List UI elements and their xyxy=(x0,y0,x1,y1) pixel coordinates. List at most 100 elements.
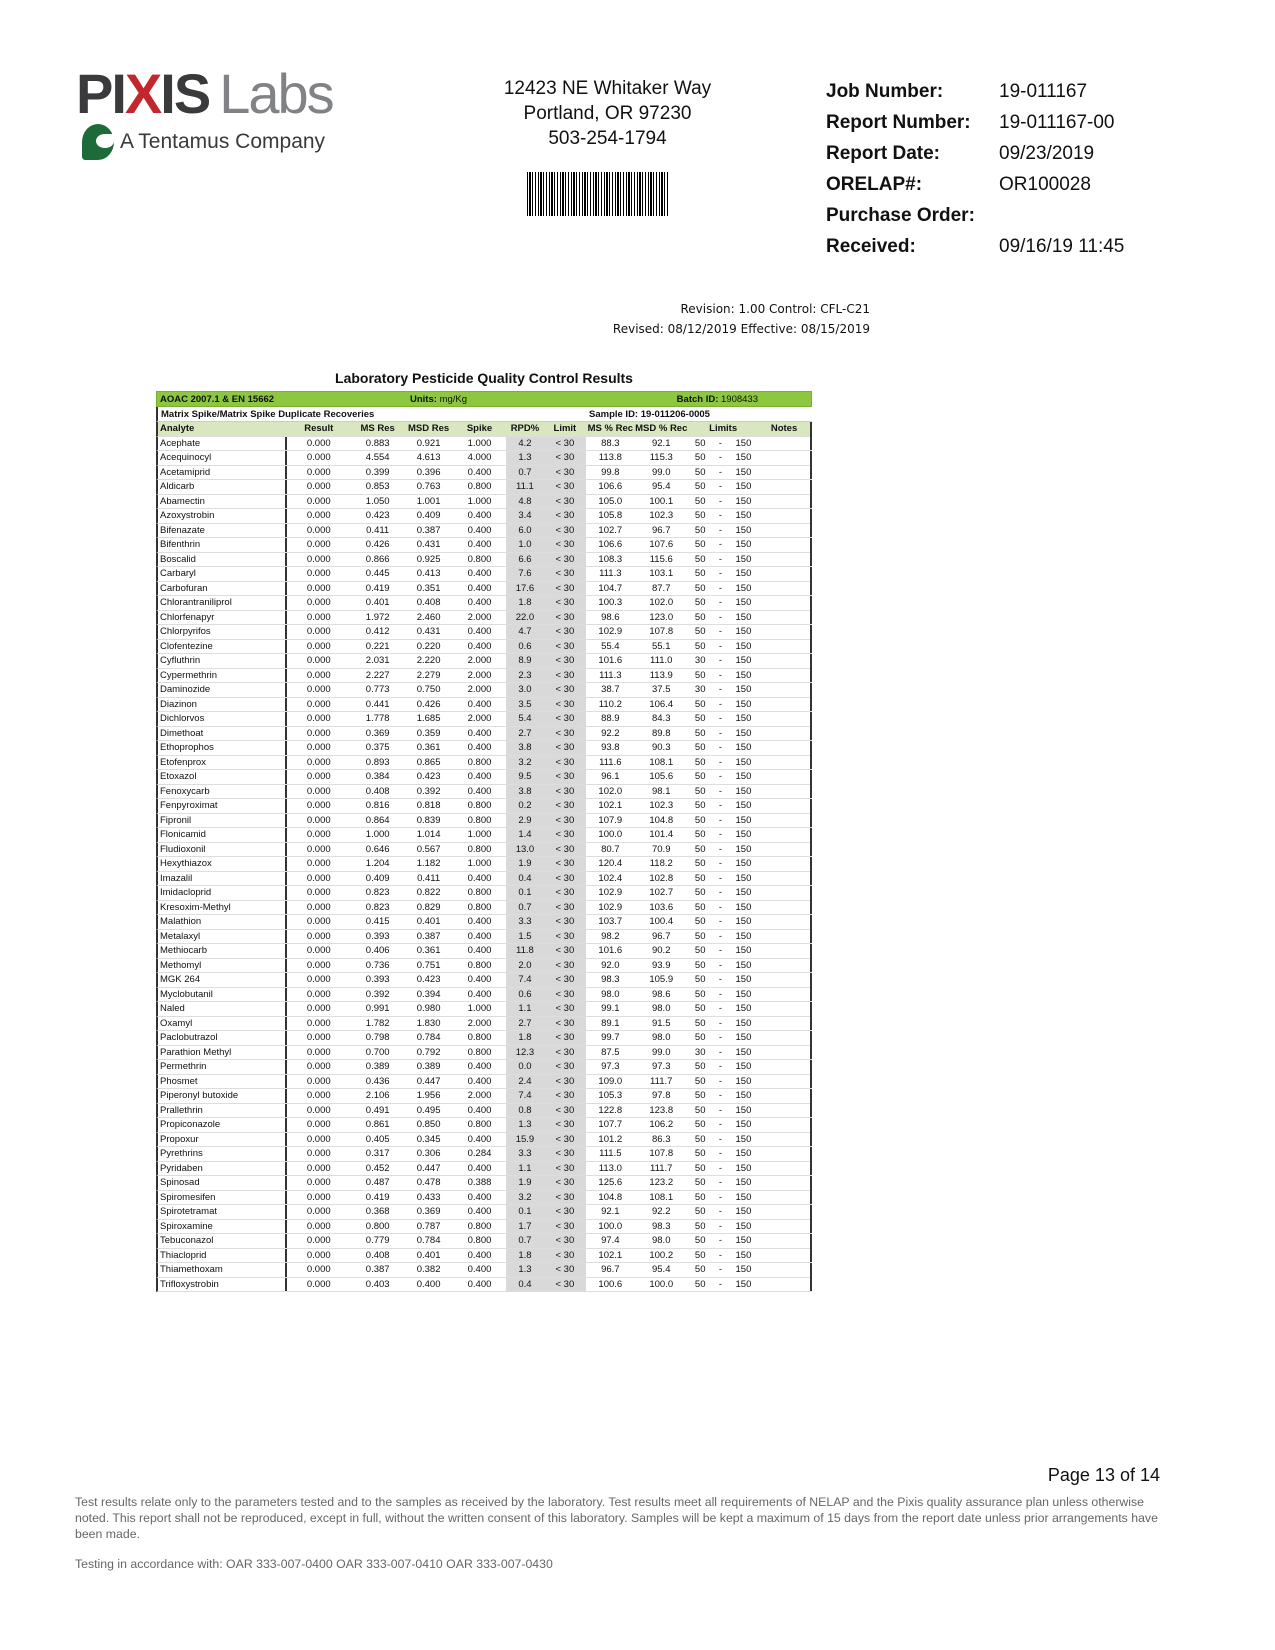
limit-dash: - xyxy=(718,626,723,638)
analyte-cell: Flonicamid xyxy=(158,828,287,842)
msd-res-cell: 1.956 xyxy=(416,1090,441,1102)
limit-low: 50 xyxy=(694,1017,706,1029)
ms-rec-cell: 113.8 xyxy=(598,452,622,464)
analyte-cell: Propoxur xyxy=(158,1132,287,1146)
limit-cell: < 30 xyxy=(543,712,587,726)
limits-cell: 50-150 xyxy=(688,988,758,1002)
rpd-cell: 4.8 xyxy=(506,494,544,508)
limit-low: 50 xyxy=(694,1162,706,1174)
notes-cell xyxy=(758,1277,813,1292)
table-row: Chlorantraniliprol 0.000 0.401 0.408 0.400 1.… xyxy=(156,595,813,611)
spike-cell: 0.800 xyxy=(467,1032,492,1044)
limit-low: 50 xyxy=(694,872,706,884)
limit-cell: < 30 xyxy=(543,552,587,566)
limit-cell: < 30 xyxy=(543,1074,587,1088)
msd-rec-cell: 115.3 xyxy=(649,452,673,464)
spike-cell: 0.388 xyxy=(467,1177,492,1189)
msd-res-cell: 0.411 xyxy=(417,872,441,884)
msd-res-cell: 0.822 xyxy=(416,887,441,899)
analyte-cell: Malathion xyxy=(158,915,287,929)
rpd-cell: 1.1 xyxy=(506,1161,544,1175)
spike-cell: 0.284 xyxy=(467,1148,492,1160)
limits-cell: 50-150 xyxy=(688,582,758,596)
column-header: MS % Rec xyxy=(587,423,634,435)
msd-rec-cell: 100.4 xyxy=(649,916,674,928)
analyte-cell: Fludioxonil xyxy=(158,842,287,856)
limit-low: 50 xyxy=(694,1133,706,1145)
limit-high: 150 xyxy=(735,785,752,797)
limit-high: 150 xyxy=(735,1133,752,1145)
table-row: Pyrethrins 0.000 0.317 0.306 0.284 3.3 < 30 111… xyxy=(156,1146,813,1162)
msd-rec-cell: 102.3 xyxy=(649,510,674,522)
limit-dash: - xyxy=(718,684,723,696)
section-header: Matrix Spike/Matrix Spike Duplicate Reco… xyxy=(156,407,812,422)
limits-cell: 50-150 xyxy=(688,495,758,509)
limit-high: 150 xyxy=(735,597,752,609)
revision-info: Revision: 1.00 Control: CFL-C21 Revised:… xyxy=(613,299,870,339)
msd-res-cell: 0.784 xyxy=(416,1032,441,1044)
analyte-cell: Diazinon xyxy=(158,697,287,711)
limit-low: 50 xyxy=(694,901,706,913)
limit-high: 150 xyxy=(735,872,752,884)
limit-low: 50 xyxy=(694,495,706,507)
analyte-cell: Oxamyl xyxy=(158,1016,287,1030)
rpd-cell: 1.0 xyxy=(506,538,544,552)
table-row: Propoxur 0.000 0.405 0.345 0.400 15.9 < 30 101.… xyxy=(156,1132,813,1147)
ms-res-cell: 0.864 xyxy=(365,814,390,826)
msd-rec-cell: 96.7 xyxy=(651,524,671,536)
msd-res-cell: 0.431 xyxy=(416,626,441,638)
ms-res-cell: 2.106 xyxy=(365,1090,390,1102)
limit-cell: < 30 xyxy=(543,465,587,479)
spike-cell: 0.400 xyxy=(467,640,492,652)
msd-res-cell: 2.220 xyxy=(416,655,441,667)
spike-cell: 2.000 xyxy=(467,655,492,667)
limits-cell: 50-150 xyxy=(688,756,758,770)
limit-low: 50 xyxy=(694,1061,706,1073)
notes-cell xyxy=(758,726,813,741)
limit-cell: < 30 xyxy=(543,567,587,581)
spike-cell: 0.400 xyxy=(467,582,492,594)
ms-rec-cell: 88.9 xyxy=(601,713,620,725)
result-cell: 0.000 xyxy=(306,872,331,884)
limit-dash: - xyxy=(718,945,723,957)
logo-wordmark: PIXIS Labs xyxy=(76,66,366,122)
ms-rec-cell: 101.2 xyxy=(598,1133,623,1145)
notes-cell xyxy=(758,1146,813,1161)
msd-res-cell: 0.750 xyxy=(416,684,441,696)
rpd-cell: 7.4 xyxy=(506,973,544,987)
rpd-cell: 3.8 xyxy=(506,784,544,798)
spike-cell: 0.400 xyxy=(467,1191,492,1203)
ms-res-cell: 2.031 xyxy=(365,655,390,667)
ms-rec-cell: 111.3 xyxy=(599,568,622,580)
msd-res-cell: 0.361 xyxy=(416,742,441,754)
limit-high: 150 xyxy=(735,539,752,551)
result-cell: 0.000 xyxy=(306,1220,331,1232)
limit-high: 150 xyxy=(735,974,752,986)
result-cell: 0.000 xyxy=(306,466,331,478)
limits-cell: 50-150 xyxy=(688,625,758,639)
limit-high: 150 xyxy=(735,524,752,536)
job-info-row: Report Date: 09/23/2019 xyxy=(826,138,1124,169)
ms-rec-cell: 92.1 xyxy=(601,1206,620,1218)
revision-line: Revision: 1.00 Control: CFL-C21 xyxy=(680,302,870,316)
rpd-cell: 2.7 xyxy=(506,1016,544,1030)
ms-res-cell: 0.823 xyxy=(365,887,390,899)
result-cell: 0.000 xyxy=(306,1235,331,1247)
ms-rec-cell: 99.8 xyxy=(601,466,620,478)
spike-cell: 4.000 xyxy=(467,452,492,464)
limit-cell: < 30 xyxy=(543,1248,587,1262)
limit-high: 150 xyxy=(735,510,752,522)
job-info-row: Report Number: 19-011167-00 xyxy=(826,107,1124,138)
ms-rec-cell: 106.6 xyxy=(598,481,623,493)
rpd-cell: 3.0 xyxy=(506,683,544,697)
spike-cell: 1.000 xyxy=(467,829,492,841)
ms-rec-cell: 93.8 xyxy=(601,742,620,754)
notes-cell xyxy=(758,697,813,712)
ms-res-cell: 1.778 xyxy=(365,713,390,725)
limit-cell: < 30 xyxy=(543,1132,587,1146)
result-cell: 0.000 xyxy=(306,655,331,667)
msd-rec-cell: 90.3 xyxy=(651,742,671,754)
limit-low: 50 xyxy=(694,1075,706,1087)
result-cell: 0.000 xyxy=(306,568,331,580)
notes-cell xyxy=(758,755,813,770)
